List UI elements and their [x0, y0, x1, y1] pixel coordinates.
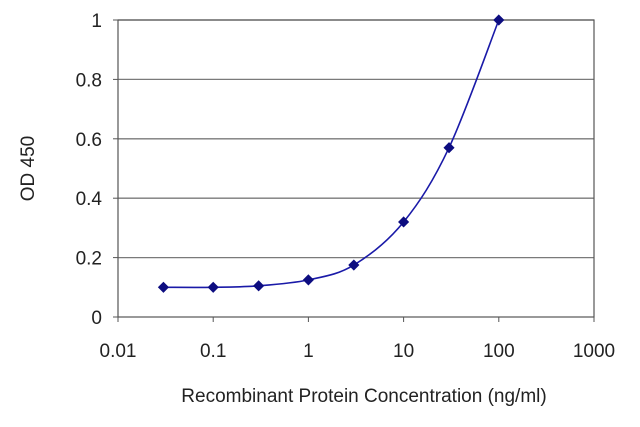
- data-point: [398, 216, 410, 228]
- x-axis-label: Recombinant Protein Concentration (ng/ml…: [181, 386, 546, 407]
- grid-lines: [118, 19, 594, 259]
- y-tick-label: 0.2: [76, 249, 102, 270]
- y-tick-label: 0.8: [76, 70, 102, 91]
- data-point: [157, 281, 169, 293]
- x-tick-label: 0.1: [200, 341, 226, 362]
- data-point: [348, 259, 360, 271]
- x-tick-label: 1000: [573, 341, 615, 362]
- x-tick-label: 0.01: [100, 341, 137, 362]
- data-point: [443, 142, 455, 154]
- x-tick-label: 100: [483, 341, 515, 362]
- y-tick-label: 0: [91, 308, 102, 329]
- y-tick-label: 1: [91, 11, 102, 32]
- data-point: [253, 280, 265, 292]
- y-tick-label: 0.4: [76, 189, 103, 210]
- series-line: [163, 19, 500, 289]
- x-tick-label: 10: [393, 341, 414, 362]
- data-point: [302, 274, 314, 286]
- data-point: [207, 281, 219, 293]
- x-tick-label: 1: [303, 341, 314, 362]
- series: [157, 14, 505, 293]
- x-axis: 0.01 0.1 1 10 100 1000: [100, 317, 615, 362]
- y-axis-label: OD 450: [18, 136, 39, 201]
- y-tick-label: 0.6: [76, 130, 102, 151]
- y-axis: 0 0.2 0.4 0.6 0.8 1: [76, 11, 118, 329]
- plot-frame: [117, 19, 595, 318]
- data-point: [493, 14, 505, 26]
